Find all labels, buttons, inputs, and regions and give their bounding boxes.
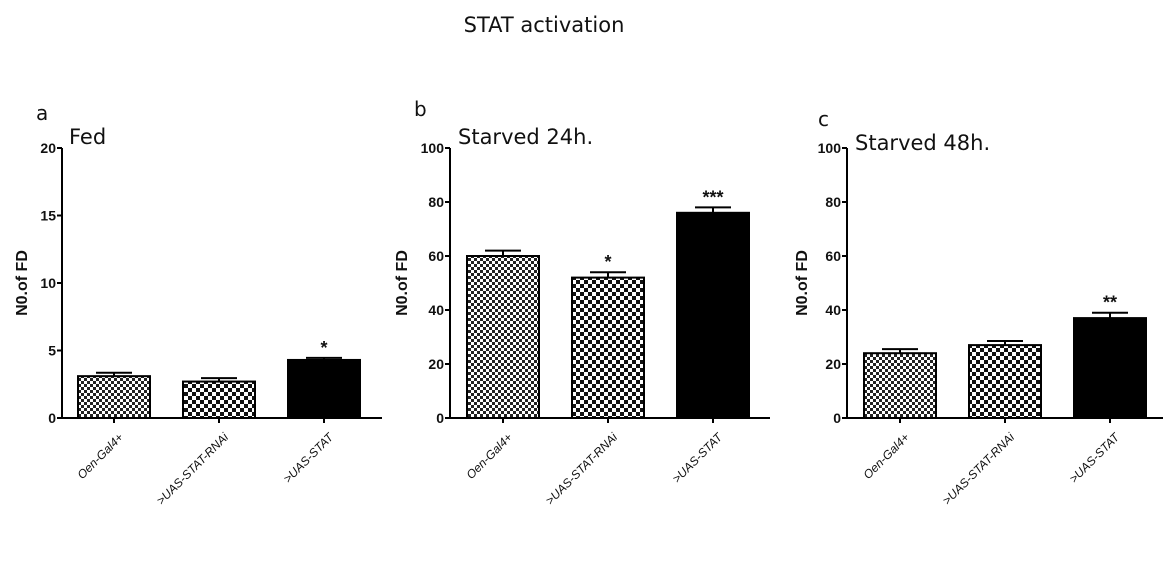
y-axis-label: N0.of FD (394, 250, 411, 316)
x-tick-label: >UAS-STAT-RNAi (154, 430, 232, 508)
chart-panel-b: b Starved 24h. N0.of FD 0 20 40 60 80 100 Oen-Gal… (394, 97, 770, 508)
x-tick-label: >UAS-STAT-RNAi (940, 430, 1018, 508)
y-tick-label: 15 (40, 208, 56, 224)
panel-subtitle: Starved 24h. (458, 125, 593, 149)
panels: a Fed N0.of FD 0 5 10 15 20 Oen-Gal4+ >UAS-STAT-R… (14, 97, 1163, 508)
significance-marker: ** (1103, 293, 1117, 313)
y-tick-label: 5 (48, 343, 56, 359)
x-tick-label: >UAS-STAT (1067, 429, 1124, 486)
y-tick-label: 0 (48, 410, 56, 426)
y-tick-label: 20 (825, 356, 841, 372)
bar (466, 255, 540, 419)
y-tick-label: 100 (818, 140, 842, 156)
y-tick-label: 100 (421, 140, 445, 156)
y-tick-label: 10 (40, 275, 56, 291)
x-tick-label: Oen-Gal4+ (463, 430, 515, 482)
chart-panel-c: c Starved 48h. N0.of FD 0 20 40 60 80 100 Oen-Gal… (794, 107, 1163, 508)
bar (182, 380, 256, 419)
y-tick-label: 40 (825, 302, 841, 318)
y-axis-label: N0.of FD (794, 250, 811, 316)
bar (571, 276, 645, 419)
bar (287, 358, 361, 420)
y-tick-label: 40 (428, 302, 444, 318)
significance-marker: * (604, 252, 611, 272)
y-tick-label: 60 (428, 248, 444, 264)
y-tick-label: 80 (428, 194, 444, 210)
y-tick-label: 60 (825, 248, 841, 264)
x-tick-label: Oen-Gal4+ (74, 430, 126, 482)
x-tick-label: >UAS-STAT-RNAi (543, 430, 621, 508)
figure-title: STAT activation (464, 13, 625, 37)
panel-subtitle: Starved 48h. (855, 131, 990, 155)
bar (863, 352, 937, 420)
y-tick-label: 80 (825, 194, 841, 210)
y-tick-label: 0 (833, 410, 841, 426)
bar (676, 211, 750, 419)
y-tick-label: 20 (40, 140, 56, 156)
x-tick-label: >UAS-STAT (670, 429, 727, 486)
x-tick-label: Oen-Gal4+ (860, 430, 912, 482)
y-tick-label: 0 (436, 410, 444, 426)
significance-marker: *** (702, 187, 723, 207)
bar (968, 344, 1042, 420)
panel-letter: a (36, 101, 48, 125)
y-tick-label: 20 (428, 356, 444, 372)
bar (1073, 317, 1147, 420)
significance-marker: * (320, 338, 327, 358)
y-axis-label: N0.of FD (14, 250, 31, 316)
panel-letter: c (818, 107, 829, 131)
x-tick-label: >UAS-STAT (281, 429, 338, 486)
panel-letter: b (414, 97, 427, 121)
panel-subtitle: Fed (69, 125, 106, 149)
bar (77, 375, 151, 419)
chart-panel-a: a Fed N0.of FD 0 5 10 15 20 Oen-Gal4+ >UAS-STAT-R… (14, 101, 382, 508)
